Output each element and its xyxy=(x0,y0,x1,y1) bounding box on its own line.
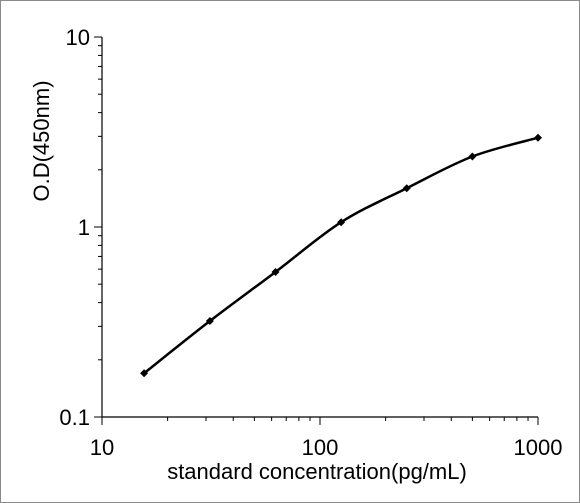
x-tick-label: 10 xyxy=(90,435,114,460)
series-line xyxy=(143,136,539,375)
data-point-marker xyxy=(402,184,411,193)
chart-axes xyxy=(94,36,539,425)
data-points xyxy=(140,133,542,378)
y-tick-label: 0.1 xyxy=(59,405,90,430)
tick-labels: 0.1 1 10 10 100 1000 xyxy=(59,25,562,460)
x-axis-title: standard concentration(pg/mL) xyxy=(167,459,467,484)
data-point-marker xyxy=(140,369,149,378)
x-tick-label: 1000 xyxy=(514,435,563,460)
data-point-marker xyxy=(468,152,477,161)
data-point-marker xyxy=(205,317,214,326)
y-axis-title: O.D(450nm) xyxy=(29,80,54,201)
y-tick-label: 1 xyxy=(78,215,90,240)
data-point-marker xyxy=(337,218,346,227)
x-tick-label: 100 xyxy=(302,435,339,460)
data-point-marker xyxy=(271,267,280,276)
data-point-marker xyxy=(534,133,542,142)
y-tick-label: 10 xyxy=(66,25,90,50)
